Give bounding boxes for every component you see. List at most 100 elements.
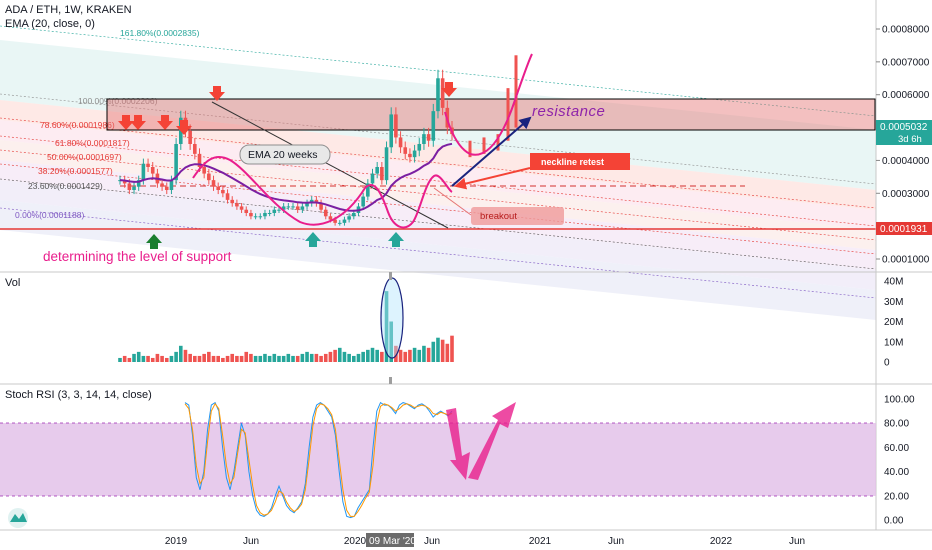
- rsi-band: [0, 423, 876, 496]
- candle-body: [253, 216, 258, 218]
- volume-bar: [277, 355, 281, 362]
- logo-icon: [10, 513, 27, 522]
- candle-body: [146, 163, 150, 167]
- symbol-title: ADA / ETH, 1W, KRAKEN: [5, 4, 132, 16]
- volume-bar: [235, 355, 239, 362]
- candle-body: [160, 183, 164, 187]
- volume-bar: [295, 355, 300, 362]
- candle-body: [136, 180, 141, 187]
- candle-body: [197, 153, 202, 167]
- volume-bar: [141, 355, 146, 362]
- candle-body: [244, 209, 249, 213]
- volume-axis[interactable]: 40M 30M 20M 10M 0: [884, 277, 903, 369]
- volume-bar: [314, 353, 319, 362]
- volume-bar: [347, 353, 351, 362]
- volume-bar: [361, 351, 365, 362]
- resistance-zone: [106, 98, 876, 131]
- volume-bar: [417, 349, 422, 362]
- candle-body: [295, 206, 300, 210]
- candle-body: [333, 219, 337, 223]
- volume-bar: [426, 347, 431, 362]
- volume-bar: [221, 357, 225, 362]
- candle-body: [267, 213, 272, 214]
- price-tick-label: 0.0004000: [882, 156, 930, 167]
- fib-level-label: 78.60%(0.0001986): [40, 120, 115, 130]
- top-markers: [118, 82, 457, 135]
- volume-bar: [380, 351, 384, 362]
- candle-body: [506, 88, 510, 141]
- candle-body: [272, 209, 277, 213]
- cup-right-side: [444, 53, 533, 156]
- candle-body: [514, 55, 518, 128]
- fib-level-line: [0, 117, 877, 209]
- candle-body: [174, 144, 178, 181]
- rsi-tick-label: 100.00: [884, 395, 915, 406]
- volume-bar: [356, 353, 361, 362]
- volume-bar: [225, 355, 230, 362]
- rsi-tick-label: 80.00: [884, 419, 909, 430]
- volume-bar: [169, 355, 174, 362]
- candle-body: [258, 216, 263, 218]
- countdown-value: 3d 6h: [898, 134, 922, 145]
- time-tick-label: 2019: [165, 536, 188, 547]
- volume-bar: [328, 351, 333, 362]
- volume-bar: [323, 353, 328, 362]
- price-tick-label: 0.0003000: [882, 189, 930, 200]
- fib-level-label: 161.80%(0.0002835): [120, 28, 200, 38]
- candle-body: [323, 209, 328, 217]
- volume-bar: [132, 353, 136, 362]
- volume-tick-label: 20M: [884, 317, 903, 328]
- volume-bar: [118, 357, 122, 362]
- rsi-axis[interactable]: 100.00 80.00 60.00 40.00 20.00 0.00: [884, 395, 915, 527]
- fib-level-line: [0, 163, 877, 255]
- candle-body: [384, 147, 389, 181]
- volume-tick-label: 0: [884, 358, 890, 369]
- ema-label-box: [239, 144, 331, 165]
- down-arrow-icon: [441, 82, 457, 97]
- rsi-tick-label: 0.00: [884, 516, 904, 527]
- volume-bar: [164, 357, 169, 362]
- price-tick-label: 0.0006000: [882, 90, 930, 101]
- candle-body: [211, 180, 216, 187]
- candle-body: [319, 203, 323, 210]
- rsi-tick-label: 60.00: [884, 443, 909, 454]
- last-price-badge: [876, 120, 932, 133]
- candle-body: [122, 180, 127, 184]
- uptrend-line: [451, 116, 532, 187]
- candle-body: [426, 134, 431, 141]
- volume-bar: [412, 347, 417, 362]
- candle-body: [277, 209, 281, 211]
- volume-tick-label: 30M: [884, 297, 903, 308]
- volume-bar: [136, 351, 141, 362]
- volume-tick-label: 10M: [884, 337, 903, 348]
- candle-body: [225, 193, 230, 200]
- volume-bar: [146, 355, 150, 362]
- candle-body: [417, 144, 422, 151]
- volume-bar: [366, 349, 370, 362]
- resistance-label: resistance: [532, 103, 605, 120]
- downtrend-line: [211, 101, 449, 229]
- volume-bar: [188, 353, 192, 362]
- support-price-badge: [876, 222, 932, 235]
- volume-bar: [216, 355, 220, 362]
- candle-body: [216, 186, 220, 190]
- fib-level-line: [0, 207, 877, 299]
- volume-bar: [309, 353, 314, 362]
- tradingview-logo[interactable]: [8, 508, 28, 528]
- fib-level-label: 50.00%(0.0001697): [47, 152, 122, 162]
- fib-level-line: [0, 178, 877, 270]
- candle-body: [412, 150, 417, 158]
- time-tick-label: Jun: [424, 536, 440, 547]
- candle-body: [482, 137, 486, 154]
- down-arrow-icon: [209, 86, 225, 101]
- volume-bar: [267, 355, 272, 362]
- candle-body: [352, 213, 356, 217]
- fib-level-label: 0.00%(0.0001188): [15, 210, 84, 220]
- down-arrow-icon: [157, 115, 173, 130]
- candle-body: [394, 114, 398, 138]
- candle-body: [440, 78, 445, 108]
- time-axis[interactable]: 2019 Jun 2020 Jun 2021 Jun 2022 Jun: [165, 536, 805, 547]
- fib-level-line: [0, 135, 877, 227]
- date-marker-label: 09 Mar '20: [369, 536, 416, 547]
